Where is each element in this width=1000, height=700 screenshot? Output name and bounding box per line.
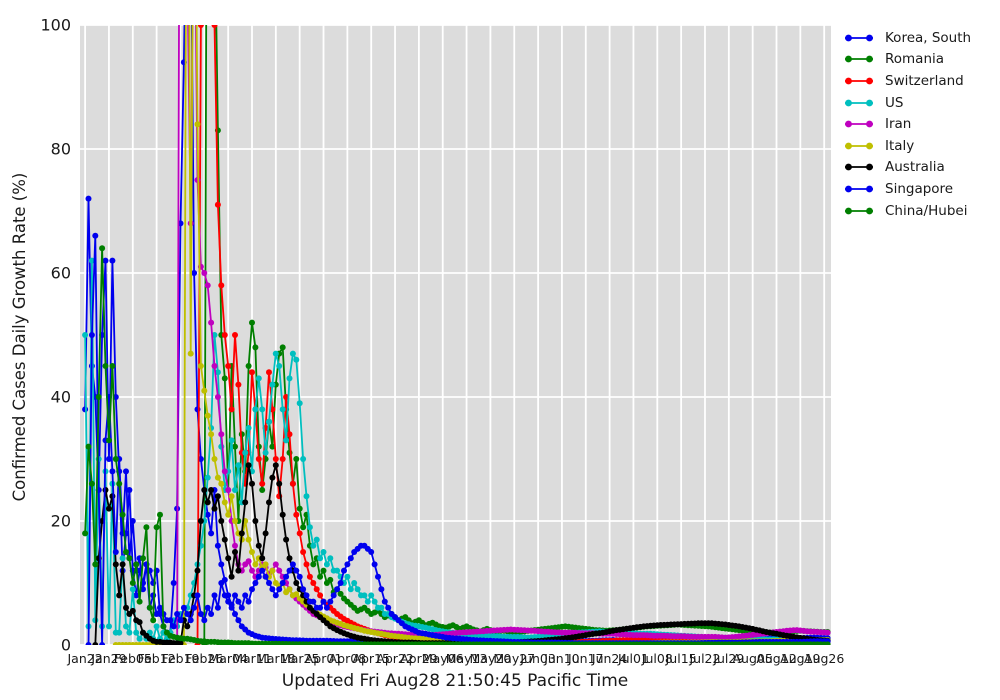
legend-marker xyxy=(845,163,873,171)
x-tick-label: Feb26 xyxy=(185,651,223,666)
x-tick-label: Jul22 xyxy=(688,651,720,666)
x-tick-label: Jan29 xyxy=(90,651,126,666)
series-group xyxy=(82,25,831,645)
legend-marker xyxy=(845,120,873,128)
legend-label: Iran xyxy=(885,116,912,133)
legend-marker xyxy=(845,55,873,63)
gridlines xyxy=(80,24,831,646)
legend-label: Switzerland xyxy=(885,72,964,89)
x-tick-label: Jun24 xyxy=(591,651,627,666)
x-tick-label: Aug12 xyxy=(756,651,796,666)
x-tick-label: Mar25 xyxy=(280,651,320,666)
x-tick-label: Jan22 xyxy=(67,651,103,666)
tick-labels: 0 20 40 60 80 100 Jan22Jan29Feb05Feb12Feb19Feb… xyxy=(40,16,844,667)
x-tick-label: May06 xyxy=(422,651,464,666)
x-axis-label: Updated Fri Aug28 21:50:45 Pacific Time xyxy=(282,671,628,691)
x-tick-label: Jun03 xyxy=(519,651,555,666)
x-tick-label: Jul08 xyxy=(641,651,673,666)
legend-marker xyxy=(845,207,873,214)
x-tick-label: Feb19 xyxy=(161,651,199,666)
legend-label: Singapore xyxy=(885,180,954,197)
legend-item-italy: Italy xyxy=(842,135,971,157)
x-tick-label: Feb05 xyxy=(114,651,152,666)
y-tick-label: 40 xyxy=(51,388,71,407)
x-tick-label: Jul15 xyxy=(665,651,697,666)
x-tick-label: Mar04 xyxy=(208,651,248,666)
y-axis-label: Confirmed Cases Daily Growth Rate (%) xyxy=(10,173,29,502)
y-tick-label: 100 xyxy=(40,16,71,35)
x-tick-label: Apr15 xyxy=(352,651,390,666)
legend-item-switzerland: Switzerland xyxy=(842,70,971,92)
legend-item-us: US xyxy=(842,92,971,114)
legend-item-australia: Australia xyxy=(842,157,971,179)
legend-label: US xyxy=(885,94,904,111)
x-tick-label: Jun17 xyxy=(567,651,603,666)
series-china-hubei xyxy=(82,245,831,645)
legend-item-singapore: Singapore xyxy=(842,178,971,200)
x-tick-label: May13 xyxy=(446,651,488,666)
legend: Korea, South Romania Switzerland US Iran Ital… xyxy=(842,27,971,221)
legend-marker xyxy=(845,77,873,85)
legend-item-romania: Romania xyxy=(842,49,971,71)
y-tick-label: 60 xyxy=(51,264,71,283)
y-tick-label: 20 xyxy=(51,512,71,531)
x-tick-label: Apr08 xyxy=(329,651,367,666)
legend-label: Italy xyxy=(885,137,915,154)
x-tick-label: Apr01 xyxy=(305,651,343,666)
x-tick-label: Mar18 xyxy=(256,651,296,666)
legend-label: Romania xyxy=(885,51,945,68)
x-tick-label: Jul01 xyxy=(617,651,649,666)
x-tick-label: Apr22 xyxy=(376,651,414,666)
legend-marker xyxy=(845,142,873,150)
y-tick-label: 80 xyxy=(51,140,71,159)
legend-label: Korea, South xyxy=(885,29,972,46)
legend-label: China/Hubei xyxy=(885,202,968,219)
x-tick-label: Apr29 xyxy=(400,651,438,666)
legend-label: Australia xyxy=(885,159,945,176)
legend-marker xyxy=(845,185,873,193)
plot-area: 0 20 40 60 80 100 Jan22Jan29Feb05Feb12Feb19Feb… xyxy=(40,16,844,667)
x-tick-label: Aug26 xyxy=(804,651,844,666)
x-tick-label: May27 xyxy=(493,651,535,666)
legend-marker xyxy=(845,34,873,42)
legend-marker xyxy=(845,99,873,106)
x-tick-label: Aug05 xyxy=(733,651,773,666)
legend-item-iran: Iran xyxy=(842,113,971,135)
x-tick-label: Mar11 xyxy=(232,651,272,666)
legend-item-china-hubei: China/Hubei xyxy=(842,200,971,222)
x-tick-label: Jul29 xyxy=(712,651,744,666)
x-tick-label: Jun10 xyxy=(543,651,579,666)
y-tick-label: 0 xyxy=(61,636,71,655)
legend-item-korea-south: Korea, South xyxy=(842,27,971,49)
x-tick-label: Aug19 xyxy=(780,651,820,666)
x-tick-label: Feb12 xyxy=(138,651,176,666)
x-tick-label: May20 xyxy=(470,651,512,666)
